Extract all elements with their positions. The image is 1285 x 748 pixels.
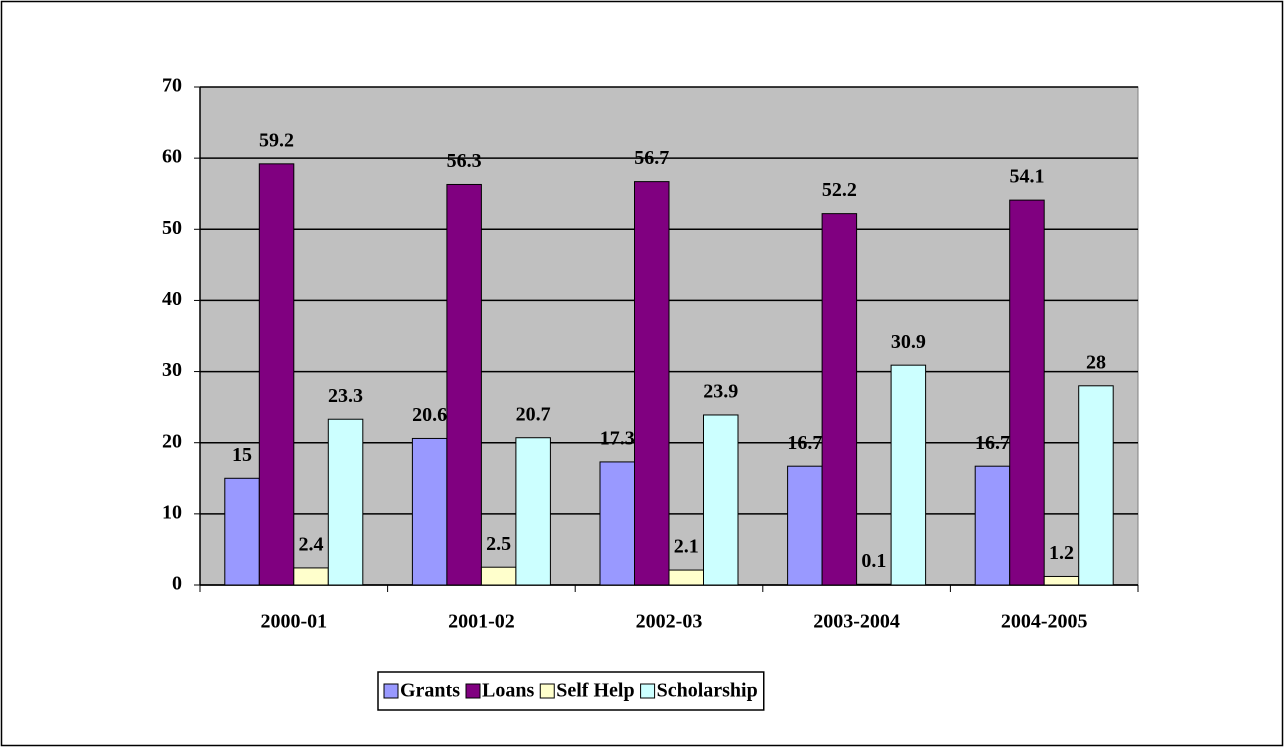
bar <box>703 414 739 586</box>
data-label: 30.9 <box>891 331 926 353</box>
data-label: 17.3 <box>600 428 635 450</box>
data-label: 15 <box>232 444 252 466</box>
y-tick-label: 20 <box>162 430 182 452</box>
y-tick-label: 30 <box>162 359 182 381</box>
bar <box>258 163 295 586</box>
legend-swatch <box>383 683 399 699</box>
data-label: 28 <box>1086 351 1106 373</box>
bar <box>293 567 329 586</box>
bar <box>411 437 448 586</box>
bar <box>515 437 551 586</box>
legend-label: Self Help <box>556 680 634 702</box>
bar <box>974 465 1011 586</box>
x-tick-label: 2000-01 <box>260 611 327 633</box>
data-label: 1.2 <box>1049 542 1074 564</box>
y-tick-label: 10 <box>162 501 182 523</box>
data-label: 2.1 <box>674 536 699 558</box>
legend-swatch <box>539 683 555 699</box>
data-label: 56.7 <box>634 147 669 169</box>
data-label: 2.5 <box>486 533 511 555</box>
data-label: 52.2 <box>822 179 857 201</box>
bar <box>327 418 364 586</box>
bar <box>668 569 704 586</box>
x-tick-label: 2002-03 <box>636 611 703 633</box>
bar <box>821 213 858 586</box>
bar <box>1043 575 1080 586</box>
bar <box>224 477 260 586</box>
data-label: 0.1 <box>861 550 886 572</box>
bar <box>787 465 823 586</box>
data-label: 59.2 <box>259 129 294 151</box>
data-label: 16.7 <box>975 432 1010 454</box>
bar <box>599 461 635 586</box>
y-tick-label: 70 <box>162 75 182 97</box>
x-tick-label: 2003-2004 <box>813 611 900 633</box>
data-label: 16.7 <box>787 432 822 454</box>
legend-label: Scholarship <box>657 680 758 702</box>
bar <box>1009 199 1045 586</box>
y-tick-label: 50 <box>162 217 182 239</box>
data-label: 2.4 <box>299 534 324 556</box>
data-label: 56.3 <box>447 150 482 172</box>
x-tick-label: 2001-02 <box>448 611 515 633</box>
y-tick-label: 60 <box>162 146 182 168</box>
bar <box>480 566 517 586</box>
data-label: 23.3 <box>328 385 363 407</box>
bar <box>890 364 927 586</box>
y-tick-label: 0 <box>172 573 182 595</box>
bar <box>856 583 892 586</box>
legend-swatch <box>465 683 481 699</box>
legend-swatch <box>640 683 656 699</box>
data-label: 23.9 <box>703 381 738 403</box>
bar <box>446 183 482 586</box>
data-label: 20.7 <box>516 403 551 425</box>
data-label: 20.6 <box>412 404 447 426</box>
data-label: 54.1 <box>1009 166 1044 188</box>
bar <box>634 181 670 586</box>
legend-label: Grants <box>400 680 460 702</box>
y-tick-label: 40 <box>162 288 182 310</box>
legend-label: Loans <box>482 680 534 702</box>
bar <box>1078 385 1114 586</box>
x-tick-label: 2004-2005 <box>1001 611 1088 633</box>
legend <box>377 671 765 711</box>
